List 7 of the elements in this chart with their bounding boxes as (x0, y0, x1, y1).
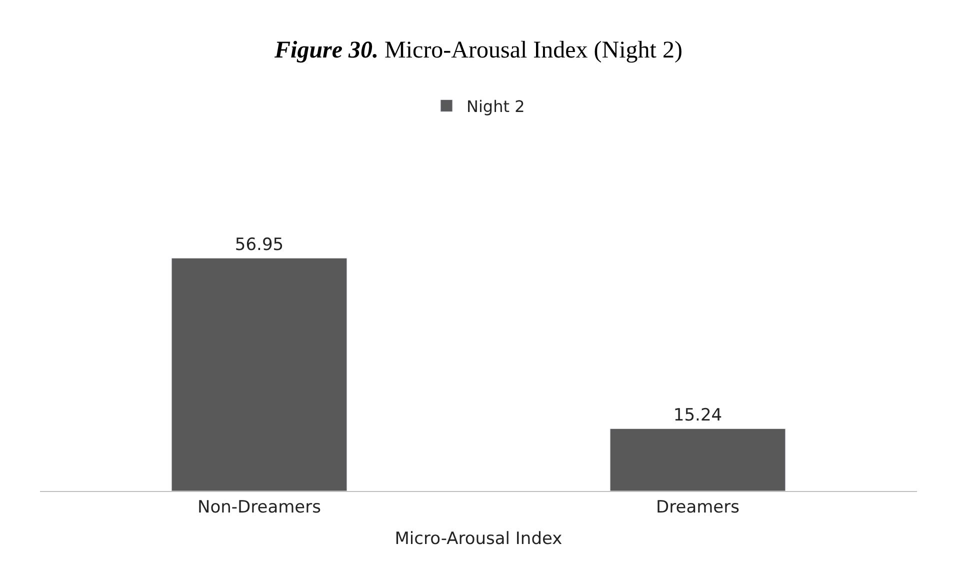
legend-label: Night 2 (466, 96, 525, 116)
chart-title: Figure 30. Micro-Arousal Index (Night 2) (274, 37, 682, 64)
data-label: 15.24 (673, 406, 722, 426)
x-tick-label: Non-Dreamers (198, 497, 322, 518)
x-axis-title: Micro-Arousal Index (394, 528, 562, 549)
x-tick-label: Dreamers (656, 497, 740, 518)
data-label: 56.95 (234, 235, 284, 256)
